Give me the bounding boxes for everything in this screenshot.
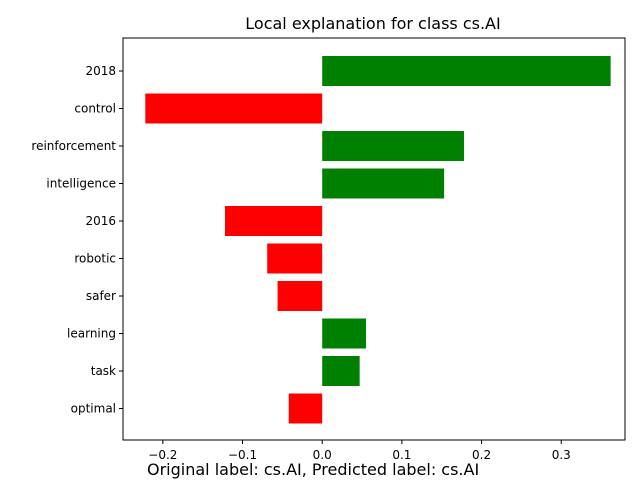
y-tick-label: 2016 [85, 214, 116, 228]
x-tick-label: −0.1 [228, 448, 257, 462]
prediction-caption: Original label: cs.AI, Predicted label: … [147, 460, 479, 479]
x-tick-label: 0.3 [552, 448, 571, 462]
bar-reinforcement [322, 131, 465, 161]
bar-2018 [322, 56, 611, 86]
plot-frame [122, 37, 626, 441]
y-tick-label: intelligence [46, 177, 116, 191]
y-tick-label: safer [86, 289, 116, 303]
y-tick-label: control [74, 102, 116, 116]
y-tick-label: optimal [71, 402, 116, 416]
bar-2016 [224, 206, 323, 236]
bar-learning [322, 318, 367, 349]
y-tick-label: robotic [74, 252, 116, 266]
axes-layer [122, 37, 626, 441]
bar-task [322, 356, 360, 386]
x-tick-label: 0.0 [313, 448, 332, 462]
x-tick-label: −0.2 [148, 448, 177, 462]
x-axis-ticks: −0.2 −0.1 0.0 0.1 0.2 0.3 [148, 440, 571, 462]
bar-control [145, 93, 323, 124]
bars-layer [145, 56, 611, 424]
bar-intelligence [322, 168, 445, 199]
bar-robotic [267, 243, 323, 274]
y-tick-label: learning [67, 327, 116, 341]
bar-optimal [288, 393, 323, 424]
bar-safer [277, 281, 323, 311]
y-tick-label: task [91, 364, 116, 378]
y-axis-ticks: 2018 control reinforcement intelligence 2016… [31, 64, 123, 416]
chart-title: Local explanation for class cs.AI [245, 14, 500, 33]
x-tick-label: 0.2 [472, 448, 491, 462]
x-tick-label: 0.1 [392, 448, 411, 462]
y-tick-label: reinforcement [31, 139, 116, 153]
y-tick-label: 2018 [85, 64, 116, 78]
